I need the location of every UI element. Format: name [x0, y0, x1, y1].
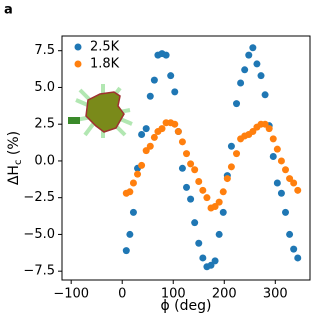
data-point — [158, 125, 166, 133]
data-point — [265, 125, 273, 133]
x-tick-label: 0 — [118, 287, 126, 302]
data-point — [174, 128, 182, 136]
data-point — [290, 245, 298, 253]
data-point — [150, 76, 158, 84]
y-tick-label: −5.0 — [23, 227, 55, 242]
data-point — [187, 195, 195, 203]
data-point — [138, 161, 146, 169]
data-point — [261, 120, 269, 128]
x-axis-label: ϕ (deg) — [161, 298, 212, 314]
data-point — [138, 130, 146, 138]
legend-marker — [74, 43, 82, 51]
chart: a −100 0 100 200 300 −7.5 −5.0 −2.5 0.0 2.5 5.0 7.5… — [4, 3, 311, 314]
data-point — [286, 175, 294, 183]
data-point — [129, 179, 137, 187]
data-point — [126, 188, 134, 196]
data-point — [241, 66, 249, 74]
data-point — [233, 150, 241, 158]
data-point — [269, 153, 277, 161]
y-tick-label: 5.0 — [34, 80, 55, 95]
data-point — [191, 166, 199, 174]
data-point — [282, 208, 290, 216]
data-point — [199, 186, 207, 194]
data-point — [211, 257, 219, 265]
y-tick-label: 2.5 — [34, 117, 55, 132]
data-point — [146, 92, 154, 100]
data-point — [261, 91, 269, 99]
x-tick-label: 100 — [161, 287, 186, 302]
y-label-main: ΔH — [6, 165, 22, 185]
data-point — [195, 239, 203, 247]
axes-frame — [61, 35, 311, 281]
y-tick-label: −7.5 — [23, 264, 55, 279]
data-point — [129, 208, 137, 216]
data-point — [183, 150, 191, 158]
data-point — [191, 219, 199, 227]
data-point — [142, 125, 150, 133]
data-point — [219, 208, 227, 216]
y-label-sub: c — [13, 160, 24, 166]
data-point — [249, 128, 257, 136]
data-point — [233, 100, 241, 108]
legend-label: 2.5K — [90, 40, 120, 55]
data-point — [178, 164, 186, 172]
data-point — [257, 72, 265, 80]
data-point — [146, 142, 154, 150]
data-point — [207, 261, 215, 269]
data-point — [150, 133, 158, 141]
x-tick-label: 200 — [212, 287, 237, 302]
data-point — [294, 254, 302, 262]
data-point — [126, 230, 134, 238]
data-point — [195, 178, 203, 186]
data-point — [171, 88, 179, 96]
data-point — [253, 60, 261, 68]
legend-marker — [74, 60, 82, 68]
data-point — [162, 51, 170, 59]
data-point — [199, 254, 207, 262]
data-point — [203, 194, 211, 202]
data-point — [171, 120, 179, 128]
data-point — [273, 145, 281, 153]
data-point — [277, 189, 285, 197]
data-point — [219, 188, 227, 196]
y-label-rest: (%) — [6, 131, 22, 160]
data-point — [167, 72, 175, 80]
data-point — [282, 166, 290, 174]
data-point — [273, 179, 281, 187]
y-tick-label: 0.0 — [34, 153, 55, 168]
data-point — [183, 183, 191, 191]
data-point — [290, 179, 298, 187]
data-point — [277, 157, 285, 165]
data-point — [237, 79, 245, 87]
y-axis-label: ΔHc (%) — [6, 131, 24, 185]
data-point — [122, 247, 130, 255]
data-point — [134, 170, 142, 178]
data-point — [178, 138, 186, 146]
data-point — [249, 44, 257, 52]
data-point — [211, 203, 219, 211]
x-tick-label: 300 — [263, 287, 288, 302]
data-point — [294, 186, 302, 194]
data-point — [223, 175, 231, 183]
y-tick-label: −2.5 — [23, 190, 55, 205]
y-tick-label: 7.5 — [34, 43, 55, 58]
data-point — [227, 163, 235, 171]
data-point — [269, 135, 277, 143]
data-point — [227, 142, 235, 150]
data-point — [142, 147, 150, 155]
panel-label: a — [4, 3, 13, 18]
data-point — [187, 160, 195, 168]
data-point — [245, 51, 253, 59]
data-point — [215, 198, 223, 206]
x-tick-label: −100 — [53, 287, 89, 302]
legend-label: 1.8K — [90, 57, 120, 72]
data-point — [286, 230, 294, 238]
inset-image — [68, 84, 133, 138]
data-point — [215, 230, 223, 238]
